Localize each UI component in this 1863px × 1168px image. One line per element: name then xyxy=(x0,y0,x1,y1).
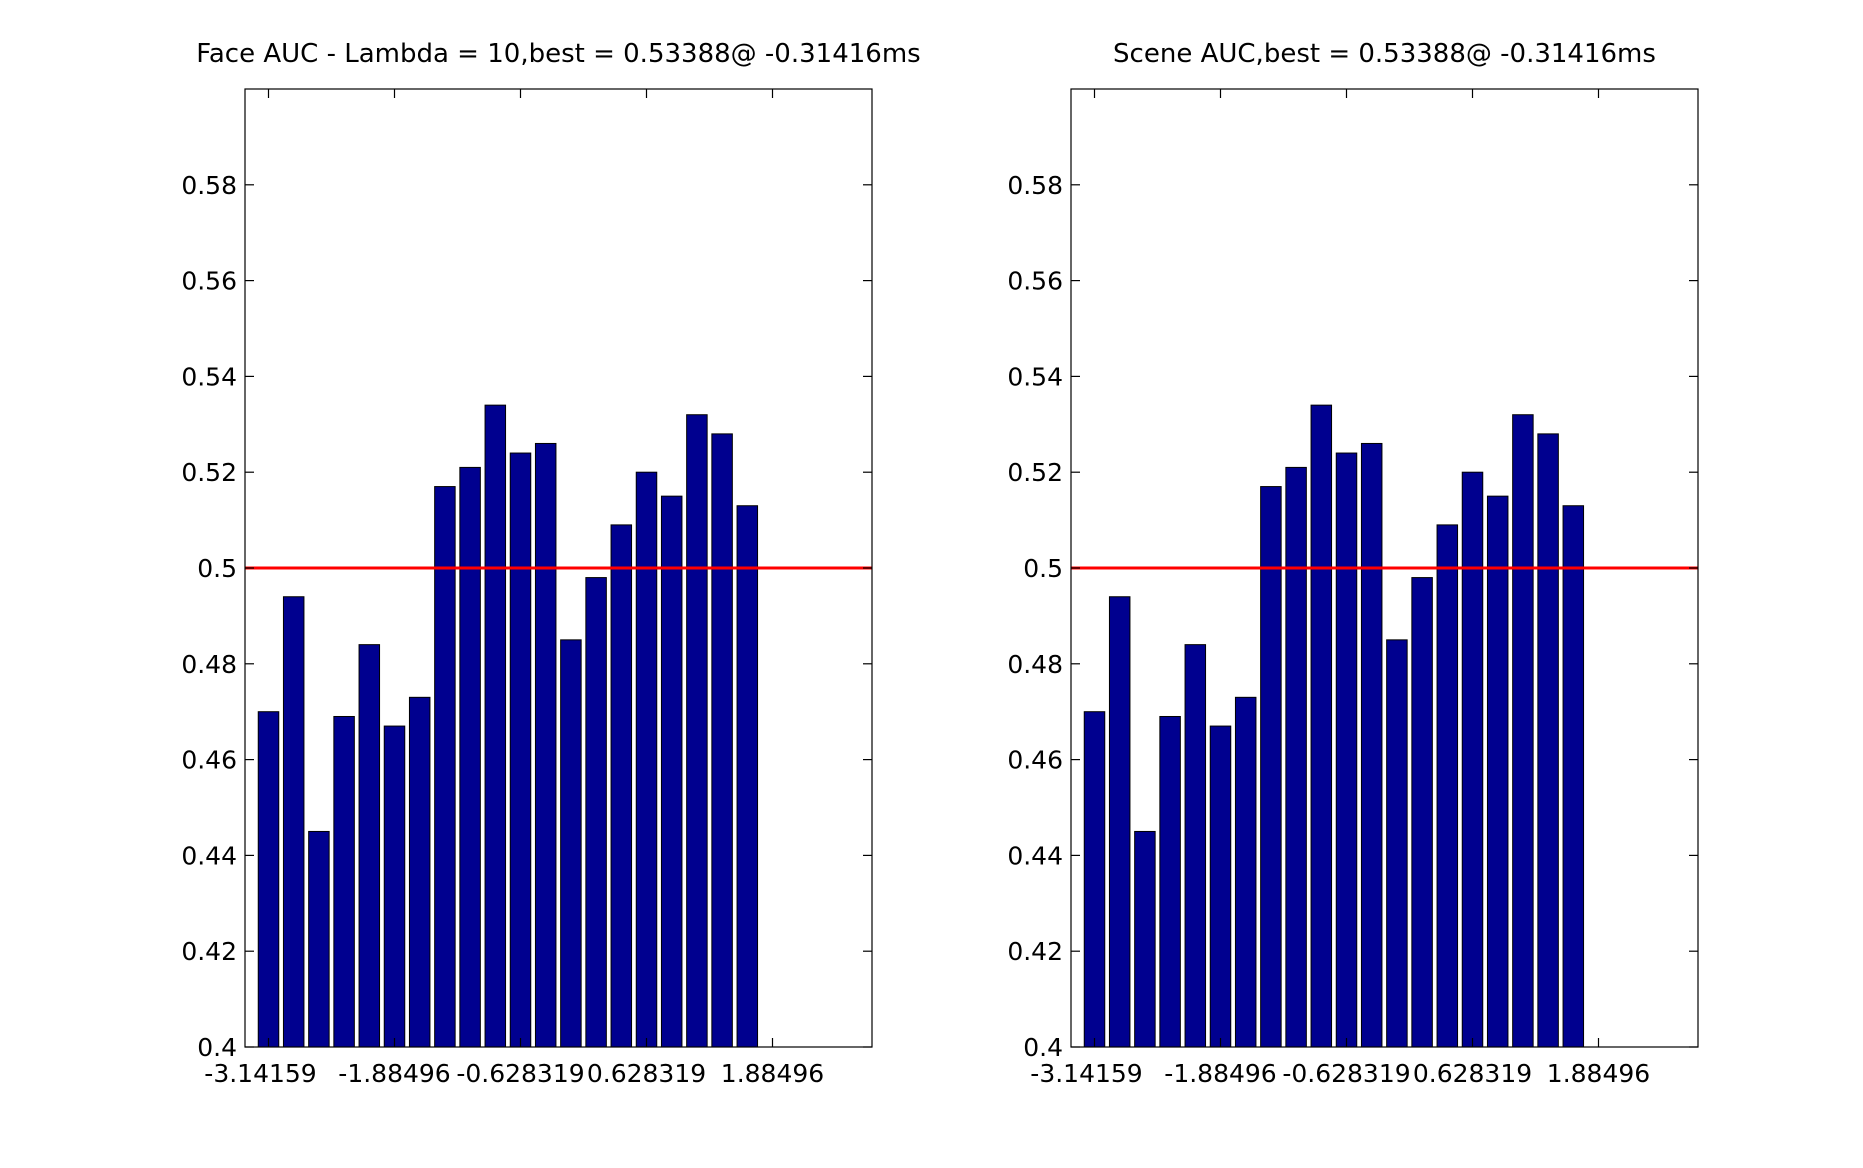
y-tick-label: 0.42 xyxy=(1007,937,1063,966)
x-tick-label: -0.628319 xyxy=(456,1059,584,1088)
y-tick-label: 0.58 xyxy=(181,171,237,200)
x-tick-label: 0.628319 xyxy=(1413,1059,1532,1088)
bar xyxy=(686,414,708,1048)
x-tick-label: -0.628319 xyxy=(1282,1059,1410,1088)
bar xyxy=(1562,505,1585,1048)
bar xyxy=(1285,466,1307,1048)
bar xyxy=(1436,524,1459,1048)
bar xyxy=(1360,442,1383,1048)
y-tick-label: 0.54 xyxy=(181,362,237,391)
bar xyxy=(1411,577,1433,1048)
bar xyxy=(534,442,557,1048)
y-tick-label: 0.52 xyxy=(1007,458,1063,487)
y-tick-label: 0.46 xyxy=(181,746,237,775)
bar xyxy=(1486,495,1509,1048)
bar xyxy=(1310,404,1333,1048)
y-tick-label: 0.42 xyxy=(181,937,237,966)
bar xyxy=(459,466,481,1048)
bar xyxy=(1209,725,1232,1048)
y-tick-label: 0.46 xyxy=(1007,746,1063,775)
chart-title: Scene AUC,best = 0.53388@ -0.31416ms xyxy=(1113,39,1656,69)
bar xyxy=(408,696,431,1048)
bar xyxy=(1108,596,1131,1048)
y-tick-label: 0.56 xyxy=(1007,267,1063,296)
bar xyxy=(1159,715,1181,1048)
bar xyxy=(1512,414,1534,1048)
x-tick-label: -1.88496 xyxy=(1164,1059,1276,1088)
bar xyxy=(484,404,507,1048)
y-tick-label: 0.54 xyxy=(1007,362,1063,391)
bar xyxy=(660,495,683,1048)
y-tick-label: 0.4 xyxy=(197,1033,237,1062)
x-tick-label: 1.88496 xyxy=(1547,1059,1650,1088)
bar xyxy=(1386,639,1408,1048)
x-tick-label: -3.14159 xyxy=(1030,1059,1142,1088)
y-tick-label: 0.52 xyxy=(181,458,237,487)
face-panel: 0.4 0.42 0.44 0.46 0.48 0.5 0.52 0.54 0.56 0.58 -3… xyxy=(181,39,920,1088)
y-tick-label: 0.58 xyxy=(1007,171,1063,200)
y-tick-label: 0.56 xyxy=(181,267,237,296)
bar xyxy=(1461,471,1484,1048)
bar xyxy=(509,452,532,1048)
bar xyxy=(635,471,658,1048)
bar xyxy=(711,433,733,1048)
y-tick-label: 0.44 xyxy=(1007,841,1063,870)
scene-panel: 0.4 0.42 0.44 0.46 0.48 0.5 0.52 0.54 0.56 0.58 -3… xyxy=(1007,39,1699,1088)
bar xyxy=(1335,452,1358,1048)
bar xyxy=(282,596,305,1048)
x-tick-label: -1.88496 xyxy=(338,1059,450,1088)
y-tick-label: 0.4 xyxy=(1023,1033,1063,1062)
bar xyxy=(333,715,355,1048)
bar xyxy=(1184,644,1207,1048)
x-tick-label: 0.628319 xyxy=(587,1059,706,1088)
x-tick-label: -3.14159 xyxy=(204,1059,316,1088)
bar xyxy=(308,830,330,1048)
bar xyxy=(1260,486,1282,1048)
bar xyxy=(1234,696,1257,1048)
bar xyxy=(358,644,381,1048)
y-tick-label: 0.48 xyxy=(1007,650,1063,679)
y-tick-label: 0.48 xyxy=(181,650,237,679)
bar xyxy=(1134,830,1156,1048)
bar xyxy=(1083,711,1106,1048)
bar xyxy=(1537,433,1559,1048)
bar xyxy=(560,639,582,1048)
chart-title: Face AUC - Lambda = 10,best = 0.53388@ -… xyxy=(196,39,920,69)
y-tick-label: 0.5 xyxy=(197,554,237,583)
y-tick-label: 0.5 xyxy=(1023,554,1063,583)
bar xyxy=(736,505,759,1048)
bar xyxy=(383,725,406,1048)
bar xyxy=(257,711,280,1048)
bar xyxy=(434,486,456,1048)
x-tick-label: 1.88496 xyxy=(721,1059,824,1088)
bar xyxy=(610,524,633,1048)
bar xyxy=(585,577,607,1048)
y-tick-label: 0.44 xyxy=(181,841,237,870)
